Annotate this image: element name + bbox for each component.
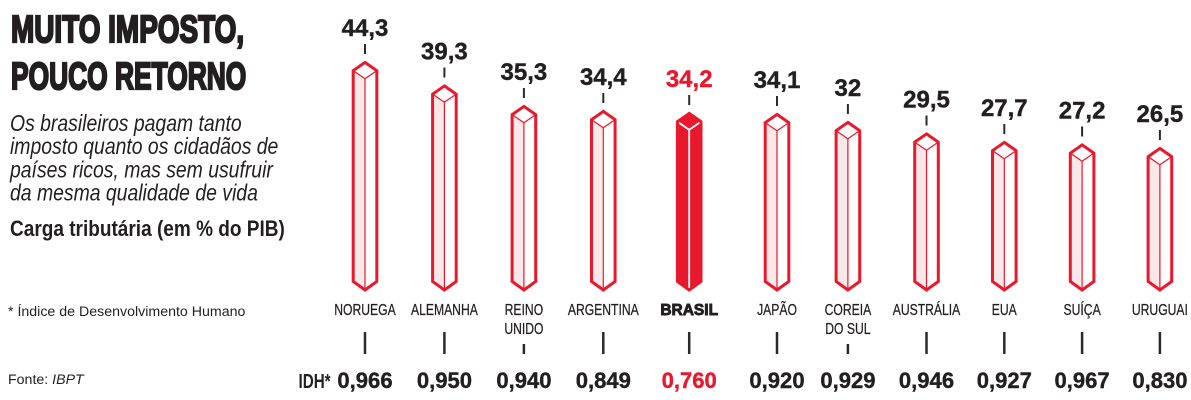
svg-text:0,760: 0,760	[662, 368, 717, 393]
svg-text:URUGUAI: URUGUAI	[1132, 301, 1188, 319]
svg-text:MUITO IMPOSTO,: MUITO IMPOSTO,	[11, 9, 244, 51]
svg-text:* Índice de Desenvolvimento Hu: * Índice de Desenvolvimento Humano	[8, 303, 245, 320]
svg-text:34,4: 34,4	[580, 64, 627, 91]
svg-text:27,7: 27,7	[981, 95, 1028, 122]
svg-text:27,2: 27,2	[1059, 98, 1106, 125]
svg-text:0,929: 0,929	[820, 368, 875, 393]
svg-text:Os brasileiros pagam tanto: Os brasileiros pagam tanto	[10, 110, 242, 136]
svg-text:0,920: 0,920	[749, 368, 804, 393]
svg-text:29,5: 29,5	[903, 87, 950, 114]
svg-text:0,967: 0,967	[1055, 368, 1110, 393]
svg-text:Carga tributária (em % do PIB): Carga tributária (em % do PIB)	[10, 217, 285, 242]
svg-text:EUA: EUA	[992, 301, 1017, 319]
svg-text:0,927: 0,927	[977, 368, 1032, 393]
svg-text:0,966: 0,966	[337, 368, 392, 393]
svg-text:da mesma qualidade de vida: da mesma qualidade de vida	[10, 180, 258, 206]
svg-text:0,940: 0,940	[496, 368, 551, 393]
svg-text:IDH*: IDH*	[299, 370, 331, 393]
svg-text:AUSTRÁLIA: AUSTRÁLIA	[893, 300, 961, 319]
svg-text:BRASIL: BRASIL	[660, 302, 718, 319]
svg-text:34,1: 34,1	[754, 67, 801, 94]
svg-text:REINO: REINO	[505, 301, 543, 319]
svg-text:ARGENTINA: ARGENTINA	[568, 301, 639, 319]
svg-text:COREIA: COREIA	[825, 301, 872, 319]
svg-text:26,5: 26,5	[1137, 101, 1184, 128]
svg-text:44,3: 44,3	[342, 15, 389, 42]
svg-text:39,3: 39,3	[421, 39, 468, 66]
svg-text:35,3: 35,3	[501, 59, 548, 86]
svg-text:ALEMANHA: ALEMANHA	[411, 301, 478, 319]
svg-text:JAPÃO: JAPÃO	[757, 300, 797, 319]
svg-text:países ricos, mas sem usufruir: países ricos, mas sem usufruir	[9, 157, 274, 183]
svg-text:DO SUL: DO SUL	[825, 320, 870, 338]
svg-text:NORUEGA: NORUEGA	[334, 301, 396, 319]
svg-text:34,2: 34,2	[666, 66, 713, 93]
svg-text:0,830: 0,830	[1132, 368, 1187, 393]
svg-text:0,946: 0,946	[899, 368, 954, 393]
svg-text:0,950: 0,950	[417, 368, 472, 393]
svg-text:UNIDO: UNIDO	[504, 320, 543, 338]
svg-text:32: 32	[835, 75, 862, 102]
svg-text:0,849: 0,849	[576, 368, 631, 393]
svg-text:imposto quanto os cidadãos de: imposto quanto os cidadãos de	[10, 134, 278, 160]
svg-text:SUÍÇA: SUÍÇA	[1064, 300, 1102, 319]
svg-text:POUCO RETORNO: POUCO RETORNO	[11, 54, 246, 97]
svg-text:Fonte: IBPT: Fonte: IBPT	[8, 372, 85, 388]
